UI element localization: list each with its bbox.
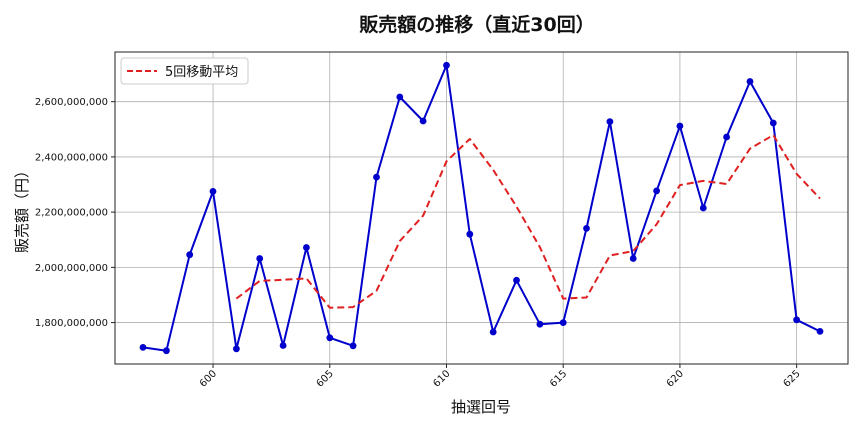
chart-title: 販売額の推移（直近30回） [359,13,594,36]
sales-point [676,122,684,130]
legend-label-moving-average: 5回移動平均 [165,65,238,80]
y-tick-label: 2,600,000,000 [35,97,108,108]
sales-point [303,244,310,251]
sales-point [629,255,637,262]
sales-point [279,342,287,349]
sales-point [559,319,567,326]
x-axis-label: 抽選回号 [451,398,511,416]
sales-point [583,225,590,232]
y-tick-label: 1,800,000,000 [35,318,108,329]
x-axis-ticks: 600 605 610 615 620 625 [198,364,803,390]
sales-point [699,204,707,212]
sales-point [443,61,450,69]
sales-point [186,251,194,259]
y-axis-ticks: 1,800,000,000 2,000,000,000 2,200,000,000 2… [35,97,115,329]
x-tick-label: 610 [431,368,452,389]
sales-point [769,119,777,127]
plot-frame [114,51,849,365]
x-tick-label: 605 [315,368,336,389]
x-tick-label: 620 [665,368,686,389]
sales-point [326,334,334,342]
sales-line [142,64,821,352]
sales-point [209,188,217,195]
sales-point [373,173,380,181]
sales-point [606,118,614,125]
x-tick-label: 625 [781,368,802,389]
sales-point [536,320,544,328]
y-axis-label: 販売額（円） [13,163,31,253]
x-tick-label: 615 [548,368,569,389]
y-tick-label: 2,400,000,000 [35,152,108,163]
sales-point [349,342,357,350]
y-tick-label: 2,000,000,000 [35,263,108,274]
sales-point [466,230,474,238]
sales-point [513,276,520,284]
legend: 5回移動平均 [120,57,249,85]
sales-point [233,345,240,353]
sales-point [816,328,824,335]
sales-point [746,78,754,85]
sales-point [419,117,427,125]
sales-point [139,344,147,351]
sales-point [793,316,800,324]
sales-point [653,187,660,195]
sales-point [489,328,497,336]
y-tick-label: 2,200,000,000 [35,208,108,219]
grid [115,52,848,364]
sales-point [256,255,264,262]
moving-average-line [235,134,821,309]
legend-box [120,57,249,85]
sales-point [396,93,404,101]
series [139,61,824,355]
sales-point [723,133,730,141]
x-tick-label: 600 [198,368,219,389]
sales-point [163,347,170,355]
